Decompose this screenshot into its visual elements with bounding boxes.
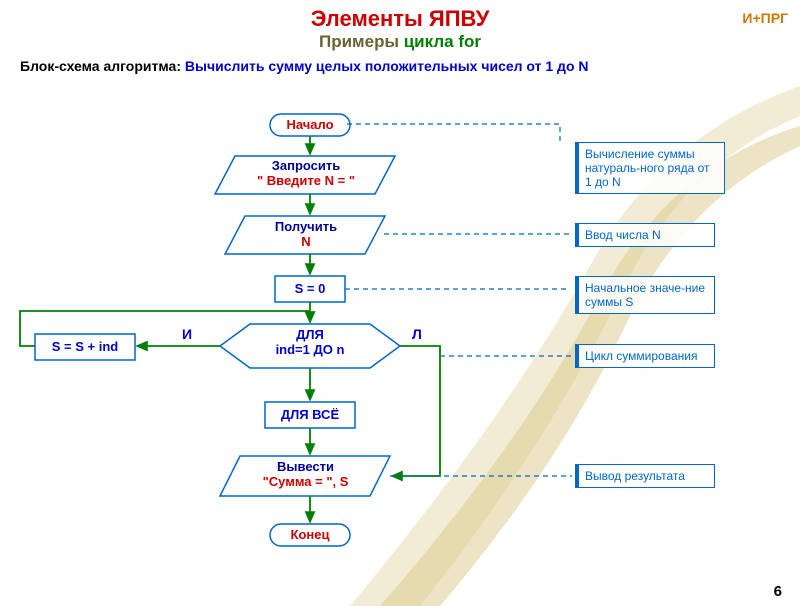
branch-false: Л xyxy=(412,326,422,342)
annot-3: Начальное значе-ние суммы S xyxy=(575,276,715,314)
annot-5: Вывод результата xyxy=(575,464,715,488)
node-endloop: ДЛЯ ВСЁ xyxy=(265,407,355,422)
branch-true: И xyxy=(182,326,192,342)
node-request-l1: Запросить xyxy=(226,158,386,173)
node-body: S = S + ind xyxy=(35,339,135,354)
node-output-l2: "Сумма = ", S xyxy=(228,474,383,489)
node-request-l2: " Введите N = " xyxy=(226,173,386,188)
node-loop: ДЛЯ ind=1 ДО n xyxy=(230,328,390,358)
node-get-l1: Получить xyxy=(236,219,376,234)
node-get-l2: N xyxy=(236,234,376,249)
node-get: Получить N xyxy=(236,219,376,249)
annot-1: Вычисление суммы натураль-ного ряда от 1… xyxy=(575,142,725,194)
annot-2: Ввод числа N xyxy=(575,223,715,247)
annot-4: Цикл суммирования xyxy=(575,344,715,368)
node-request: Запросить " Введите N = " xyxy=(226,158,386,188)
node-loop-l1: ДЛЯ xyxy=(230,328,390,343)
node-loop-l2: ind=1 ДО n xyxy=(230,343,390,358)
node-end: Конец xyxy=(270,527,350,542)
node-start: Начало xyxy=(270,117,350,132)
page-number: 6 xyxy=(774,583,782,600)
node-init: S = 0 xyxy=(275,281,345,296)
node-output-l1: Вывести xyxy=(228,459,383,474)
node-output: Вывести "Сумма = ", S xyxy=(228,459,383,489)
